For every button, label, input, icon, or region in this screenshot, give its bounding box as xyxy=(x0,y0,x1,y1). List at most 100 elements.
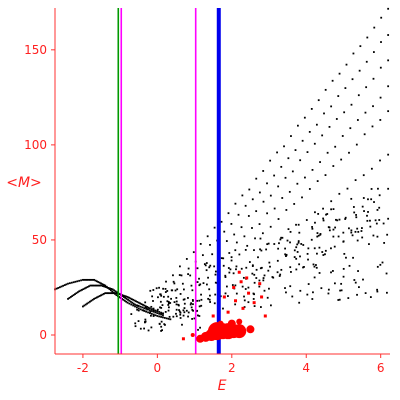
x-tick-label: 2 xyxy=(228,361,236,375)
cloud-point xyxy=(342,267,345,270)
branch-point-4 xyxy=(316,180,319,182)
low-point xyxy=(139,327,142,330)
branch-point-4 xyxy=(222,264,225,267)
cloud-point xyxy=(253,305,256,307)
branch-point-4 xyxy=(277,218,280,220)
cloud-point xyxy=(284,287,286,289)
cloud-point xyxy=(179,293,182,295)
branch-point-5 xyxy=(248,261,251,263)
branch-point-0 xyxy=(185,258,188,260)
cloud-point xyxy=(313,276,316,279)
cloud-point xyxy=(251,265,254,267)
arc-point-0 xyxy=(147,311,149,314)
cloud-point xyxy=(176,288,179,291)
y-tick-label: 150 xyxy=(24,43,47,57)
branch-point-4 xyxy=(308,188,311,190)
branch-point-4 xyxy=(207,276,209,279)
branch-point-4 xyxy=(160,312,162,315)
x-axis-title: E xyxy=(218,378,227,394)
branch-point-7 xyxy=(253,281,256,284)
branch-point-0 xyxy=(276,151,278,154)
cloud-point xyxy=(149,311,152,313)
arc-point-1 xyxy=(113,289,115,292)
branch-point-5 xyxy=(240,267,243,270)
cloud-point xyxy=(357,230,360,233)
arc-point-0 xyxy=(126,301,129,304)
arc-point-0 xyxy=(100,282,102,285)
branch-point-2 xyxy=(365,86,368,89)
cloud-point xyxy=(187,297,189,299)
branch-point-1 xyxy=(358,69,361,72)
arc-point-2 xyxy=(156,310,159,313)
branch-point-2 xyxy=(372,77,375,80)
low-point xyxy=(158,322,161,325)
cloud-point xyxy=(367,198,369,201)
cloud-point xyxy=(198,299,201,302)
arc-point-2 xyxy=(109,292,112,295)
arc-point-0 xyxy=(111,290,114,293)
branch-point-3 xyxy=(281,197,284,199)
arc-point-1 xyxy=(90,284,93,287)
cloud-point xyxy=(204,264,207,267)
arc-point-2 xyxy=(107,292,109,295)
arc-point-0 xyxy=(152,313,155,316)
cloud-point xyxy=(307,247,310,250)
cloud-point xyxy=(170,297,172,300)
branch-point-0 xyxy=(248,188,251,191)
cloud-point xyxy=(162,287,165,290)
cloud-point xyxy=(315,266,318,269)
arc-point-1 xyxy=(99,284,102,287)
cloud-point xyxy=(348,264,351,267)
cloud-point xyxy=(279,238,282,241)
x-tick-label: 4 xyxy=(302,361,310,375)
cloud-point xyxy=(302,266,304,269)
branch-point-5 xyxy=(314,211,316,214)
branch-point-0 xyxy=(255,177,258,180)
branch-point-3 xyxy=(364,111,367,114)
arc-point-0 xyxy=(104,284,107,287)
arc-point-1 xyxy=(124,297,127,299)
arc-point-1 xyxy=(110,287,113,290)
branch-point-7 xyxy=(227,295,229,297)
arc-point-0 xyxy=(90,278,93,281)
arc-point-1 xyxy=(72,294,75,296)
branch-point-2 xyxy=(306,151,309,153)
cloud-point xyxy=(324,253,326,256)
red-point xyxy=(217,320,224,327)
arc-point-1 xyxy=(139,305,142,308)
cloud-point xyxy=(358,286,360,289)
arc-point-0 xyxy=(74,280,77,283)
branch-point-0 xyxy=(234,202,237,205)
arc-point-0 xyxy=(167,317,170,320)
cloud-point xyxy=(314,221,316,224)
cloud-point xyxy=(295,246,298,249)
low-point xyxy=(179,311,182,314)
branch-point-3 xyxy=(379,96,382,99)
cloud-point xyxy=(312,291,314,294)
cloud-point xyxy=(259,237,262,240)
arc-point-0 xyxy=(94,279,97,282)
red-point xyxy=(222,295,226,299)
y-tick-label: 100 xyxy=(24,138,47,152)
cloud-point xyxy=(337,299,340,301)
x-tick-label: -2 xyxy=(77,361,89,375)
branch-point-4 xyxy=(246,244,249,247)
cloud-point xyxy=(330,208,333,211)
cloud-point xyxy=(362,197,365,199)
arc-point-1 xyxy=(145,307,148,310)
arc-point-2 xyxy=(123,295,126,297)
branch-point-7 xyxy=(369,225,372,228)
low-point xyxy=(168,315,171,318)
branch-point-4 xyxy=(183,298,186,301)
cloud-point xyxy=(213,302,216,305)
branch-point-3 xyxy=(167,300,170,303)
arc-point-0 xyxy=(162,316,164,319)
cloud-point xyxy=(190,302,193,305)
branch-point-5 xyxy=(338,192,341,195)
branch-point-0 xyxy=(366,36,369,39)
cloud-point xyxy=(332,228,335,231)
arc-point-2 xyxy=(118,293,121,296)
cloud-point xyxy=(318,246,321,249)
branch-point-7 xyxy=(316,252,318,255)
arc-point-0 xyxy=(84,278,87,281)
